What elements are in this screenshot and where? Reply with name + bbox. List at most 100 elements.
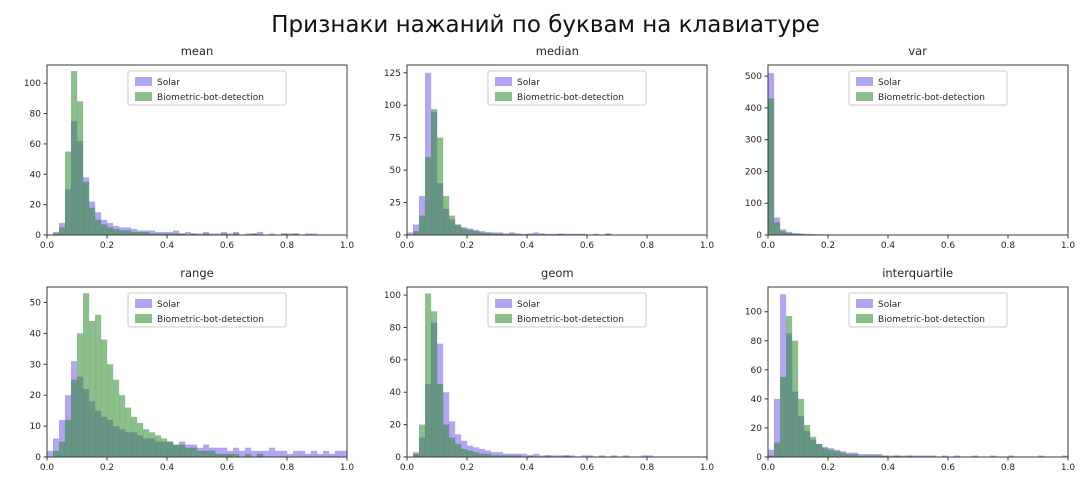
svg-text:0: 0 bbox=[396, 231, 402, 241]
svg-text:1.0: 1.0 bbox=[700, 241, 715, 251]
histogram-plot-range: 0 10 20 30 40 50 0.0 0.2 0.4 0.6 0.8 1.0 Solar Biomet… bbox=[30, 286, 355, 473]
svg-text:40: 40 bbox=[30, 329, 42, 339]
svg-text:0.2: 0.2 bbox=[100, 241, 114, 251]
svg-text:60: 60 bbox=[750, 366, 762, 376]
svg-text:0.2: 0.2 bbox=[820, 463, 834, 473]
subplot-title-var: var bbox=[908, 44, 927, 58]
svg-text:0.6: 0.6 bbox=[940, 463, 955, 473]
svg-text:0.4: 0.4 bbox=[880, 463, 895, 473]
svg-text:0: 0 bbox=[35, 453, 41, 463]
svg-text:0.6: 0.6 bbox=[940, 241, 955, 251]
svg-text:0.2: 0.2 bbox=[820, 241, 834, 251]
subplot-title-mean: mean bbox=[180, 44, 214, 58]
svg-text:40: 40 bbox=[390, 388, 402, 398]
svg-text:300: 300 bbox=[744, 136, 761, 146]
svg-text:30: 30 bbox=[30, 360, 42, 370]
svg-text:1.0: 1.0 bbox=[1060, 241, 1075, 251]
svg-text:1.0: 1.0 bbox=[340, 241, 355, 251]
svg-text:40: 40 bbox=[30, 170, 42, 180]
svg-text:0.8: 0.8 bbox=[640, 241, 655, 251]
svg-text:20: 20 bbox=[30, 201, 42, 211]
svg-text:500: 500 bbox=[744, 72, 761, 82]
svg-text:1.0: 1.0 bbox=[700, 463, 715, 473]
svg-text:0.0: 0.0 bbox=[40, 241, 55, 251]
svg-text:Solar: Solar bbox=[157, 300, 180, 310]
svg-text:0.6: 0.6 bbox=[580, 241, 595, 251]
svg-text:125: 125 bbox=[384, 69, 401, 79]
svg-text:100: 100 bbox=[384, 101, 401, 111]
subplot-median: median 0 25 50 75 100 125 0.0 0.2 0.4 0.6 0.8 1.0 So… bbox=[370, 44, 720, 256]
svg-text:80: 80 bbox=[390, 323, 402, 333]
svg-text:1.0: 1.0 bbox=[340, 463, 355, 473]
svg-text:0.8: 0.8 bbox=[280, 463, 295, 473]
svg-text:75: 75 bbox=[390, 134, 401, 144]
svg-text:Solar: Solar bbox=[517, 300, 540, 310]
svg-text:0.4: 0.4 bbox=[160, 241, 175, 251]
subplot-mean: mean 0 20 40 60 80 100 0.0 0.2 0.4 0.6 0.8 1.0 Solar… bbox=[10, 44, 360, 256]
svg-text:Biometric-bot-detection: Biometric-bot-detection bbox=[157, 315, 264, 325]
svg-text:Biometric-bot-detection: Biometric-bot-detection bbox=[517, 315, 624, 325]
svg-text:20: 20 bbox=[750, 424, 762, 434]
svg-text:0.0: 0.0 bbox=[760, 463, 775, 473]
svg-text:40: 40 bbox=[750, 395, 762, 405]
svg-text:0.2: 0.2 bbox=[460, 463, 474, 473]
svg-text:Solar: Solar bbox=[878, 78, 901, 88]
subplot-interquartile: interquartile 0 20 40 60 80 100 0.0 0.2 0.4 0.6 0.… bbox=[731, 266, 1081, 478]
svg-text:60: 60 bbox=[30, 140, 42, 150]
svg-text:Biometric-bot-detection: Biometric-bot-detection bbox=[878, 315, 985, 325]
svg-text:25: 25 bbox=[390, 199, 401, 209]
svg-text:0.0: 0.0 bbox=[400, 241, 415, 251]
svg-text:100: 100 bbox=[24, 79, 41, 89]
svg-text:0.6: 0.6 bbox=[220, 463, 235, 473]
svg-text:20: 20 bbox=[390, 421, 402, 431]
svg-text:80: 80 bbox=[30, 110, 42, 120]
histogram-plot-interquartile: 0 20 40 60 80 100 0.0 0.2 0.4 0.6 0.8 1.0 Solar Biome… bbox=[744, 286, 1075, 473]
svg-text:80: 80 bbox=[750, 337, 762, 347]
histogram-plot-mean: 0 20 40 60 80 100 0.0 0.2 0.4 0.6 0.8 1.0 Solar Biome… bbox=[24, 64, 355, 251]
svg-text:400: 400 bbox=[744, 104, 761, 114]
svg-text:0.6: 0.6 bbox=[580, 463, 595, 473]
svg-text:0.4: 0.4 bbox=[520, 241, 535, 251]
svg-text:10: 10 bbox=[30, 422, 42, 432]
svg-text:100: 100 bbox=[384, 291, 401, 301]
svg-text:1.0: 1.0 bbox=[1060, 463, 1075, 473]
subplot-title-interquartile: interquartile bbox=[882, 266, 954, 280]
svg-text:0.8: 0.8 bbox=[640, 463, 655, 473]
subplot-var: var 0 100 200 300 400 500 0.0 0.2 0.4 0.6 0.8 1.0 So… bbox=[731, 44, 1081, 256]
svg-text:Solar: Solar bbox=[517, 78, 540, 88]
subplot-title-geom: geom bbox=[541, 266, 574, 280]
svg-text:0.0: 0.0 bbox=[40, 463, 55, 473]
svg-text:0: 0 bbox=[396, 453, 402, 463]
svg-text:50: 50 bbox=[390, 166, 402, 176]
svg-text:0.4: 0.4 bbox=[160, 463, 175, 473]
svg-text:20: 20 bbox=[30, 391, 42, 401]
svg-text:Biometric-bot-detection: Biometric-bot-detection bbox=[878, 93, 985, 103]
histogram-plot-geom: 0 20 40 60 80 100 0.0 0.2 0.4 0.6 0.8 1.0 Solar Biome… bbox=[384, 286, 715, 473]
svg-text:0.4: 0.4 bbox=[520, 463, 535, 473]
svg-text:0.2: 0.2 bbox=[100, 463, 114, 473]
subplot-geom: geom 0 20 40 60 80 100 0.0 0.2 0.4 0.6 0.8 1.0 Solar… bbox=[370, 266, 720, 478]
svg-text:0.6: 0.6 bbox=[220, 241, 235, 251]
svg-text:0.0: 0.0 bbox=[760, 241, 775, 251]
subplot-title-range: range bbox=[180, 266, 214, 280]
subplot-range: range 0 10 20 30 40 50 0.0 0.2 0.4 0.6 0.8 1.0 Solar… bbox=[10, 266, 360, 478]
histogram-plot-median: 0 25 50 75 100 125 0.0 0.2 0.4 0.6 0.8 1.0 Solar Biom… bbox=[384, 64, 715, 251]
svg-text:Solar: Solar bbox=[878, 300, 901, 310]
figure-title: Признаки нажаний по буквам на клавиатуре bbox=[271, 12, 820, 38]
histogram-plot-var: 0 100 200 300 400 500 0.0 0.2 0.4 0.6 0.8 1.0 Solar B… bbox=[744, 64, 1075, 251]
svg-text:0.2: 0.2 bbox=[460, 241, 474, 251]
svg-text:200: 200 bbox=[744, 167, 761, 177]
svg-text:0.8: 0.8 bbox=[280, 241, 295, 251]
svg-text:Biometric-bot-detection: Biometric-bot-detection bbox=[157, 93, 264, 103]
svg-text:50: 50 bbox=[30, 298, 42, 308]
svg-text:0.8: 0.8 bbox=[1000, 241, 1015, 251]
svg-text:100: 100 bbox=[744, 308, 761, 318]
svg-text:Biometric-bot-detection: Biometric-bot-detection bbox=[517, 93, 624, 103]
svg-text:0: 0 bbox=[756, 231, 762, 241]
svg-text:0.0: 0.0 bbox=[400, 463, 415, 473]
svg-text:100: 100 bbox=[744, 199, 761, 209]
charts-grid: mean 0 20 40 60 80 100 0.0 0.2 0.4 0.6 0.8 1.0 Solar… bbox=[0, 44, 1091, 478]
svg-text:Solar: Solar bbox=[157, 78, 180, 88]
svg-text:0: 0 bbox=[35, 231, 41, 241]
